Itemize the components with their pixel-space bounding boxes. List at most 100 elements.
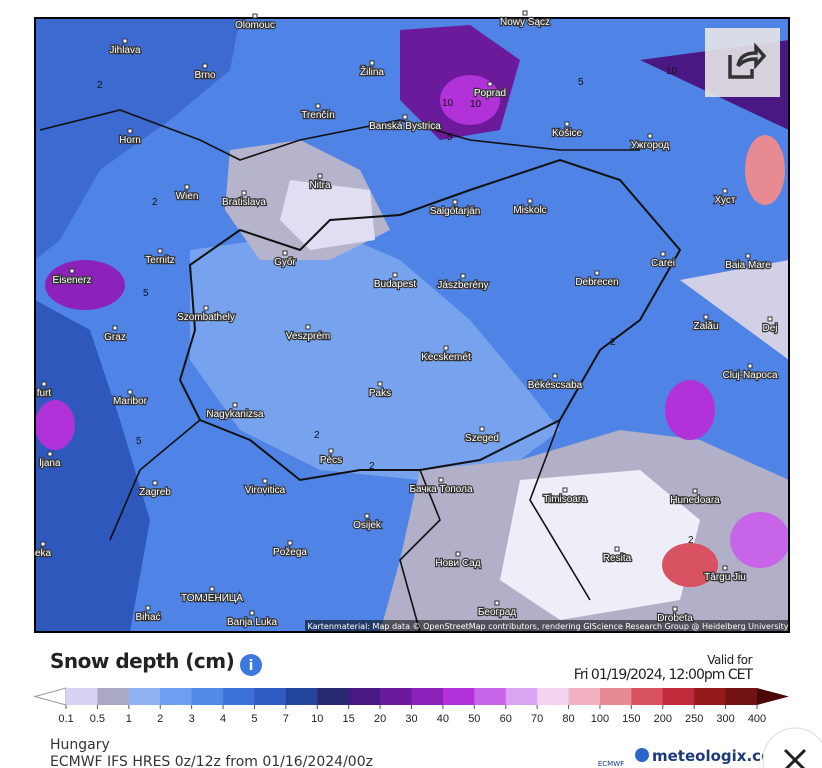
place-label: Hunedoara (670, 495, 720, 506)
place-dot (487, 81, 493, 87)
place-dot (494, 600, 500, 606)
place-label: Košice (552, 128, 582, 139)
place-dot (692, 488, 698, 494)
place-label: Maribor (113, 396, 148, 407)
contour-label: 2 (152, 197, 158, 208)
attribution: Kartenmaterial: Map data © OpenStreetMap… (307, 622, 788, 631)
place-dot (564, 121, 570, 127)
place-dot (767, 316, 773, 322)
info-icon: i (249, 658, 254, 674)
colorbar-tick-label: 10 (311, 713, 323, 725)
info-button[interactable] (240, 654, 262, 676)
place-dot (438, 477, 444, 483)
colorbar-bin (694, 688, 727, 705)
place-label: Ternitz (145, 255, 174, 266)
colorbar-tick-label: 0.1 (58, 713, 73, 725)
place-label: Szeged (465, 433, 499, 444)
place-label: Salgótarján (430, 206, 481, 217)
place-dot (184, 184, 190, 190)
place-dot (282, 250, 288, 256)
place-label: Szombathely (177, 312, 235, 323)
contour-label: 5 (447, 132, 453, 143)
contour-label: 5 (143, 288, 149, 299)
place-dot (122, 38, 128, 44)
place-dot (369, 60, 375, 66)
place-label: Požega (273, 547, 307, 558)
colorbar-bin (97, 688, 130, 705)
place-label: eka (35, 548, 52, 559)
colorbar-tick-label: 200 (654, 713, 672, 725)
place-label: Brno (194, 70, 216, 81)
colorbar-tick-label: 3 (189, 713, 195, 725)
place-label: Paks (369, 388, 391, 399)
place-dot (203, 305, 209, 311)
place-dot (305, 324, 311, 330)
place-label: Târgu Jiu (704, 572, 746, 583)
colorbar-tick-label: 5 (251, 713, 257, 725)
place-label: Békéscsaba (528, 380, 583, 391)
colorbar-tick-label: 300 (716, 713, 734, 725)
place-label: Nowy Sącz (500, 17, 550, 28)
place-label: Pécs (320, 455, 342, 466)
contour-label: 5 (578, 77, 584, 88)
place-dot (40, 541, 46, 547)
place-label: Banja Luka (227, 617, 277, 628)
ecmwf-logo: ECMWF (598, 760, 624, 768)
place-dot (594, 270, 600, 276)
colorbar-bin (631, 688, 664, 705)
model-info: ECMWF IFS HRES 0z/12z from 01/16/2024/00… (50, 754, 373, 768)
colorbar-tick-label: 7 (283, 713, 289, 725)
place-dot (252, 13, 258, 19)
colorbar-tick-label: 40 (437, 713, 449, 725)
place-dot (152, 480, 158, 486)
place-label: Resita (603, 553, 632, 564)
place-dot (402, 114, 408, 120)
place-dot (562, 487, 568, 493)
place-dot (202, 63, 208, 69)
place-label: Osijek (353, 520, 382, 531)
map: Kartenmaterial: Map data © OpenStreetMap… (35, 18, 789, 632)
place-label: Banská Bystrica (369, 121, 441, 132)
place-dot (452, 199, 458, 205)
colorbar-tick-label: 60 (500, 713, 512, 725)
colorbar-tick-label: 1 (126, 713, 132, 725)
region: Hungary (50, 737, 110, 753)
colorbar-bin (411, 688, 444, 705)
place-dot (722, 188, 728, 194)
contour-label: 10 (442, 98, 454, 109)
place-label: Drobeta (657, 613, 693, 624)
place-label: Trenčín (301, 110, 335, 121)
place-label: Bratislava (222, 197, 266, 208)
place-dot (232, 402, 238, 408)
contour-label: 2 (688, 535, 694, 546)
colorbar-tick-label: 400 (748, 713, 766, 725)
place-label: Нови Сад (435, 558, 480, 569)
place-label: Budapest (374, 279, 416, 290)
place-dot (703, 314, 709, 320)
place-dot (249, 610, 255, 616)
place-dot (47, 451, 53, 457)
place-dot (377, 381, 383, 387)
place-dot (479, 426, 485, 432)
colorbar-bin (191, 688, 224, 705)
place-dot (455, 551, 461, 557)
place-label: Zalău (693, 321, 718, 332)
place-label: Žilina (360, 65, 384, 78)
place-dot (209, 586, 215, 592)
place-label: Bihać (135, 612, 160, 623)
brand: meteologix.co (652, 747, 771, 765)
place-label: Nitra (309, 180, 331, 191)
place-dot (328, 448, 334, 454)
place-dot (112, 325, 118, 331)
map-frame (34, 17, 790, 633)
place-dot (127, 389, 133, 395)
close-button[interactable] (762, 727, 822, 768)
colorbar-bin (725, 688, 758, 705)
colorbar-bin (348, 688, 381, 705)
place-dot (552, 373, 558, 379)
place-dot (672, 606, 678, 612)
colorbar-over (757, 688, 789, 705)
share-icon (728, 42, 767, 79)
place-label: Carei (651, 258, 675, 269)
